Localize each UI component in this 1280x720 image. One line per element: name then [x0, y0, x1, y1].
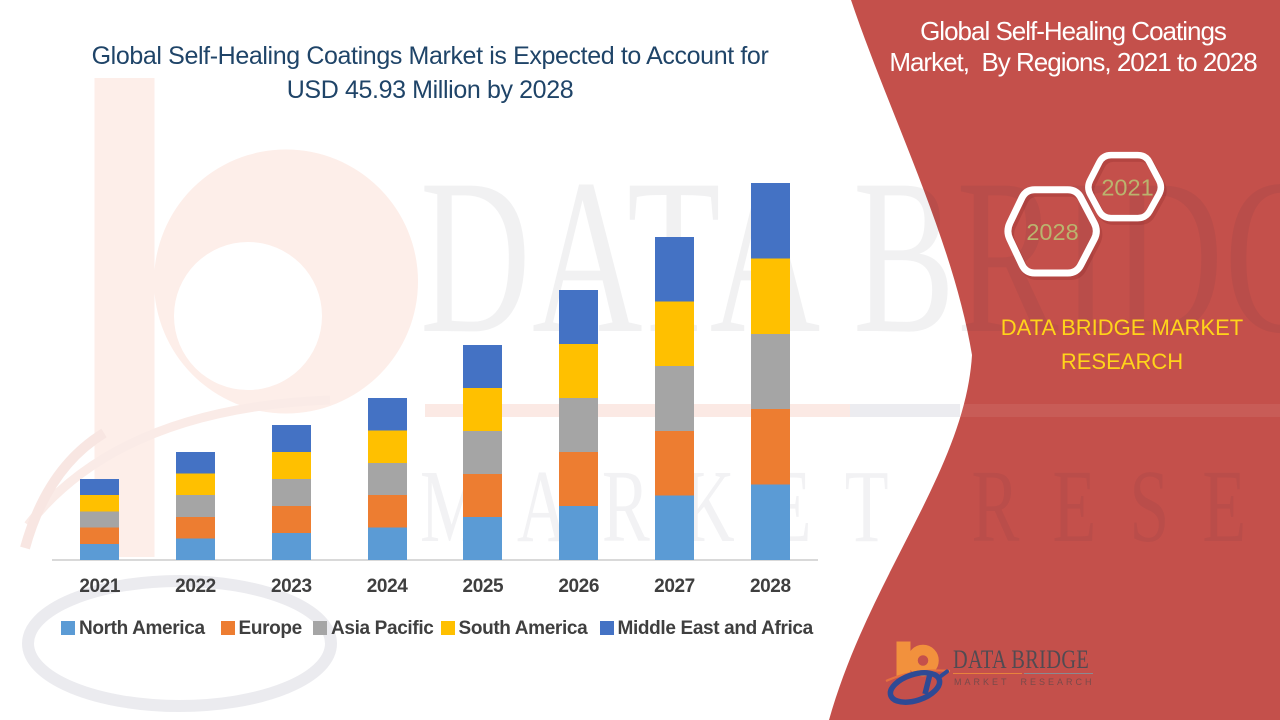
svg-text:2028: 2028: [1026, 219, 1078, 245]
svg-text:2021: 2021: [1101, 175, 1153, 201]
